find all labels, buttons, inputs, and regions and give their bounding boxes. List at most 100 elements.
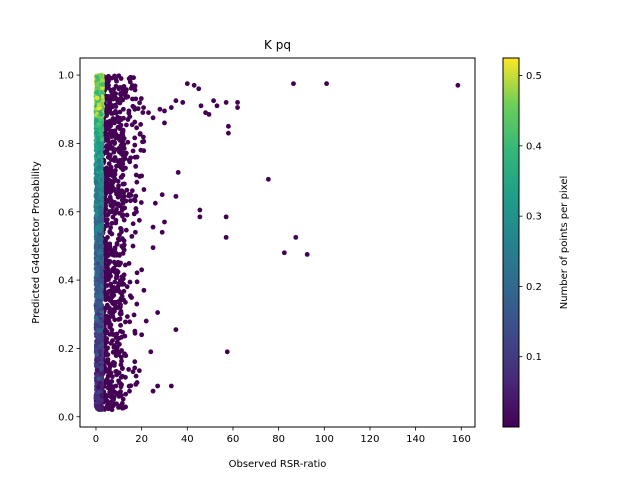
- plot-area-frame: [79, 57, 476, 428]
- scatter-point-1197: [117, 278, 123, 283]
- scatter-point-2767: [99, 244, 105, 249]
- scatter-point-outlier-62: [123, 89, 129, 95]
- scatter-point-outlier-22: [157, 106, 163, 112]
- scatter-point-1020: [132, 196, 138, 202]
- scatter-point-108: [120, 396, 126, 402]
- scatter-point-912: [125, 139, 131, 145]
- scatter-point-outlier-21: [168, 105, 174, 110]
- scatter-point-outlier-11: [226, 130, 231, 136]
- scatter-point-1047: [137, 100, 143, 106]
- scatter-point-1073: [138, 200, 144, 205]
- scatter-point-1167: [128, 383, 134, 389]
- scatter-point-1055: [123, 165, 128, 171]
- scatter-point-2747: [98, 183, 104, 189]
- scatter-point-2757: [99, 338, 104, 344]
- colorbar-label: Number of points per pixel: [559, 176, 570, 310]
- scatter-point-2772: [96, 250, 102, 256]
- scatter-point-864: [105, 401, 111, 407]
- scatter-point-outlier-46: [150, 388, 156, 394]
- scatter-point-1183: [103, 305, 108, 311]
- scatter-point-outlier-0: [324, 81, 329, 87]
- scatter-point-1116: [105, 221, 110, 227]
- colorbar-tick-label-2: 0.3: [526, 212, 542, 223]
- scatter-point-1118: [110, 349, 116, 355]
- scatter-point-214: [112, 245, 118, 251]
- scatter-point-1179: [132, 229, 138, 235]
- scatter-point-2794: [99, 152, 105, 158]
- scatter-point-1186: [105, 253, 111, 259]
- colorbar-tick-label-3: 0.4: [526, 141, 542, 152]
- scatter-point-outlier-65: [116, 86, 122, 92]
- scatter-point-361: [103, 348, 109, 354]
- scatter-point-744: [112, 279, 118, 285]
- scatter-point-1087: [106, 258, 112, 264]
- scatter-point-763: [121, 115, 126, 121]
- scatter-point-outlier-23: [162, 108, 167, 114]
- scatter-point-1095: [124, 212, 130, 218]
- scatter-point-995: [119, 207, 125, 213]
- scatter-point-2779: [98, 332, 104, 338]
- scatter-point-outlier-50: [139, 332, 145, 338]
- scatter-point-outlier-20: [180, 100, 186, 105]
- scatter-point-700: [111, 307, 117, 312]
- scatter-point-2721: [94, 199, 100, 205]
- scatter-point-112: [109, 75, 114, 81]
- scatter-point-1101: [119, 400, 125, 406]
- scatter-point-1194: [106, 381, 111, 386]
- scatter-point-688: [114, 274, 120, 280]
- scatter-point-2684: [98, 195, 104, 200]
- scatter-point-3013: [94, 82, 100, 88]
- scatter-point-821: [115, 286, 120, 292]
- scatter-point-1102: [130, 243, 136, 249]
- scatter-point-outlier-55: [139, 173, 145, 179]
- scatter-point-1198: [118, 393, 124, 398]
- scatter-point-1158: [123, 391, 129, 397]
- scatter-point-2723: [94, 225, 100, 230]
- scatter-point-1031: [116, 149, 122, 155]
- scatter-point-1006: [114, 96, 120, 102]
- scatter-point-1092: [115, 305, 120, 311]
- scatter-point-outlier-33: [175, 170, 181, 175]
- scatter-point-1114: [127, 279, 133, 285]
- scatter-point-outlier-56: [141, 187, 147, 192]
- scatter-point-705: [121, 217, 127, 223]
- scatter-point-outlier-60: [127, 79, 133, 85]
- scatter-point-1113: [104, 247, 110, 253]
- scatter-point-793: [113, 76, 119, 82]
- scatter-point-1038: [109, 173, 115, 179]
- scatter-point-1170: [119, 405, 125, 411]
- scatter-point-1063: [115, 178, 121, 184]
- scatter-point-1079: [103, 132, 109, 138]
- y-tick-label-0: 0.0: [58, 412, 74, 423]
- scatter-point-844: [118, 308, 124, 314]
- scatter-point-983: [134, 125, 139, 131]
- y-tick-label-2: 0.4: [58, 276, 74, 287]
- scatter-point-945: [113, 108, 118, 114]
- scatter-point-960: [137, 131, 143, 136]
- scatter-point-1117: [110, 360, 116, 365]
- scatter-point-1077: [140, 110, 146, 115]
- scatter-point-1122: [124, 314, 130, 320]
- scatter-point-959: [110, 180, 116, 186]
- scatter-point-298: [119, 366, 125, 371]
- scatter-point-1161: [113, 209, 119, 215]
- x-tick-label-3: 60: [227, 434, 240, 445]
- scatter-point-1010: [112, 102, 118, 108]
- scatter-point-1182: [112, 389, 118, 395]
- scatter-point-993: [119, 158, 125, 164]
- scatter-point-outlier-52: [134, 380, 140, 385]
- scatter-point-685: [109, 327, 115, 333]
- scatter-point-1154: [105, 357, 111, 362]
- scatter-point-997: [107, 106, 113, 111]
- scatter-point-2750: [95, 135, 101, 141]
- scatter-point-1193: [106, 306, 112, 311]
- y-tick-label-4: 0.8: [58, 139, 74, 150]
- scatter-point-outlier-30: [224, 349, 230, 355]
- scatter-point-1027: [124, 187, 130, 193]
- scatter-point-303: [108, 164, 114, 170]
- scatter-point-950: [104, 150, 110, 156]
- scatter-point-outlier-34: [173, 193, 179, 199]
- scatter-point-753: [119, 290, 125, 296]
- scatter-point-outlier-43: [155, 310, 161, 315]
